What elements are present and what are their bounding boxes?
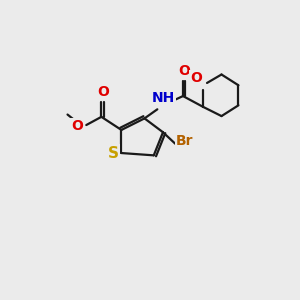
Text: O: O <box>178 64 190 78</box>
Text: O: O <box>190 71 202 85</box>
Text: NH: NH <box>152 92 175 105</box>
Text: O: O <box>72 119 83 133</box>
Text: Br: Br <box>176 134 193 148</box>
Text: S: S <box>108 146 119 160</box>
Text: O: O <box>97 85 109 99</box>
